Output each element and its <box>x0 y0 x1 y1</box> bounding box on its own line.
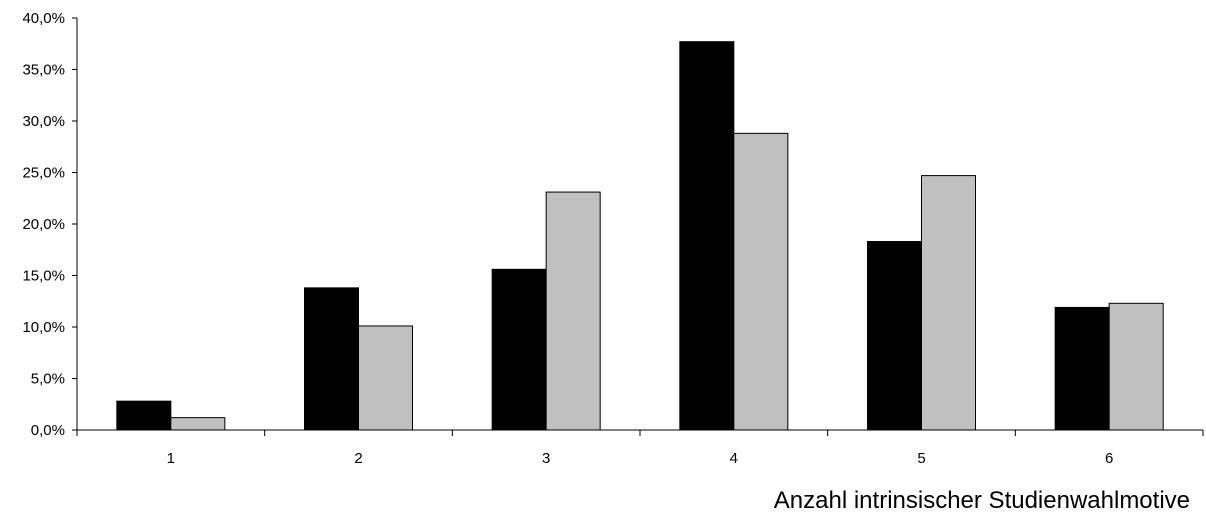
x-tick-label: 3 <box>542 450 550 467</box>
x-tick-label: 4 <box>730 450 738 467</box>
y-tick-label: 20,0% <box>22 216 65 233</box>
bar-series1-cat2 <box>304 287 359 431</box>
axes-group <box>76 18 1203 431</box>
y-tick-label: 35,0% <box>22 62 65 79</box>
bar-series2-cat6 <box>1108 302 1164 431</box>
bar-series1-cat4 <box>679 41 735 431</box>
bar-series2-cat1 <box>170 417 226 431</box>
bar-series1-cat6 <box>1054 306 1110 431</box>
bars-group <box>116 41 1164 431</box>
x-tick-label: 2 <box>354 450 362 467</box>
y-tick-label: 40,0% <box>22 10 65 27</box>
y-tick-label: 30,0% <box>22 113 65 130</box>
bar-series2-cat3 <box>545 191 601 431</box>
y-tick-label: 25,0% <box>22 165 65 182</box>
x-axis-title: Anzahl intrinsischer Studienwahlmotive <box>774 487 1190 514</box>
x-tick-label: 6 <box>1105 450 1113 467</box>
y-tick-label: 15,0% <box>22 268 65 285</box>
bar-series1-cat1 <box>116 400 172 431</box>
bar-series1-cat5 <box>867 241 922 431</box>
x-tick-label: 1 <box>167 450 175 467</box>
x-tick-label: 5 <box>917 450 925 467</box>
y-tick-label: 5,0% <box>31 371 65 388</box>
ticks-group: 0,0% 5,0% 10,0% 15,0% 20,0% 25,0% 30,0% 35,0% 40… <box>22 10 1204 467</box>
y-tick-label: 10,0% <box>22 319 65 336</box>
bar-series2-cat2 <box>358 325 413 431</box>
y-tick-label: 0,0% <box>31 422 65 439</box>
bar-series2-cat5 <box>921 175 976 431</box>
bar-series2-cat4 <box>733 132 789 431</box>
bar-series1-cat3 <box>491 268 547 431</box>
